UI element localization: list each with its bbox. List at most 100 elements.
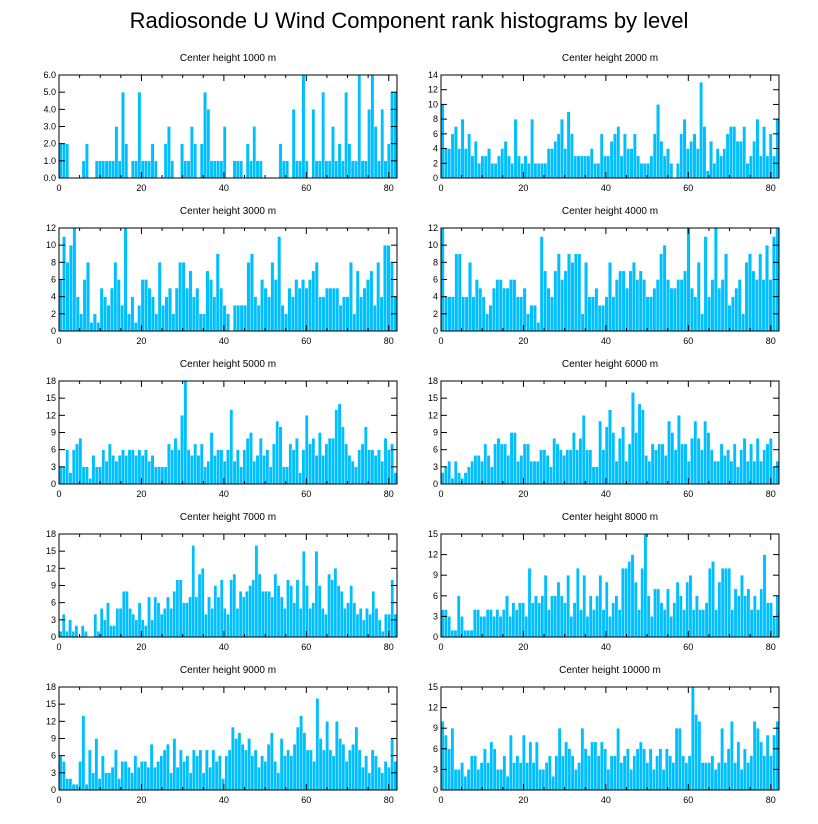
x-tick-label: 80 [766,795,776,805]
y-tick-label: 9 [433,428,438,438]
histogram-bar [593,741,598,791]
y-tick-label: 3 [51,462,56,472]
y-tick-label: 6 [433,129,438,139]
histogram-bar [733,762,737,791]
histogram-bar [466,769,471,791]
x-tick-label: 20 [518,183,528,193]
x-tick-label: 60 [301,183,311,193]
y-tick-label: 9 [433,723,438,733]
x-tick-label: 80 [766,183,776,193]
histogram-bar [648,748,653,791]
x-tick-label: 80 [384,795,394,805]
x-tick-label: 60 [301,336,311,346]
y-tick-label: 8 [433,257,438,267]
histogram-bar [515,755,520,791]
y-tick-label: 12 [428,550,438,560]
y-tick-label: 3 [51,615,56,625]
x-tick-label: 60 [301,795,311,805]
y-tick-label: 0.0 [43,173,56,183]
x-tick-label: 0 [438,795,443,805]
histogram-bar [528,741,533,791]
x-tick-label: 0 [56,795,61,805]
histogram-bar [723,762,728,791]
histogram-bar [626,748,630,791]
y-tick-label: 2 [51,309,56,319]
x-tick-label: 20 [136,795,146,805]
x-tick-label: 20 [518,489,528,499]
x-tick-label: 80 [384,336,394,346]
y-tick-label: 6 [433,591,438,601]
y-tick-label: 12 [428,703,438,713]
y-tick-label: 15 [46,393,56,403]
panel-title: Center height 6000 m [562,359,658,370]
histogram-bar [577,762,581,791]
histogram-bar [661,769,666,791]
x-tick-label: 80 [766,336,776,346]
y-tick-label: 12 [46,563,56,573]
y-tick-label: 4 [433,292,438,302]
histogram-bar [668,755,672,791]
x-tick-label: 60 [301,489,311,499]
histogram-bar [609,755,614,791]
histogram-bar [655,755,659,791]
histogram-bar [645,762,650,791]
histogram-bar [739,769,744,791]
plot-frame [440,533,780,638]
y-tick-label: 8 [433,114,438,124]
x-tick-label: 60 [683,336,693,346]
x-tick-label: 40 [219,336,229,346]
plot-frame [440,686,780,791]
panel-title: Center height 8000 m [562,512,658,523]
histogram-bar [606,769,611,791]
x-tick-label: 20 [518,795,528,805]
x-tick-label: 0 [56,642,61,652]
histogram-bar [765,734,770,791]
y-tick-label: 6 [51,598,56,608]
x-tick-label: 20 [518,336,528,346]
histogram-bar [541,769,546,791]
histogram-bar [603,748,607,791]
y-tick-label: 0 [433,173,438,183]
panel-title: Center height 4000 m [562,206,658,217]
y-tick-label: 10 [428,99,438,109]
y-tick-label: 1.0 [43,156,56,166]
histogram-bar [522,734,526,791]
histogram-bar [518,762,523,791]
y-tick-label: 0 [51,632,56,642]
histogram-bar [535,741,539,791]
histogram-bar [700,762,705,791]
x-tick-label: 40 [601,642,611,652]
histogram-bar [665,748,669,791]
panel-title: Center height 1000 m [180,53,276,64]
histogram-bar [476,769,481,791]
histogram-bar [486,762,490,791]
y-tick-label: 0 [433,632,438,642]
histogram-bar [616,728,620,791]
y-tick-label: 4 [51,292,56,302]
histogram-bar [509,734,513,791]
histogram-bar [684,762,689,791]
y-tick-label: 4 [433,144,438,154]
x-tick-label: 0 [438,642,443,652]
y-tick-label: 18 [46,376,56,386]
x-tick-label: 40 [601,489,611,499]
panel-title: Center height 2000 m [562,53,658,64]
x-tick-label: 0 [56,183,61,193]
y-tick-label: 6 [433,744,438,754]
y-tick-label: 2 [433,158,438,168]
histogram-bar [762,755,767,791]
x-tick-label: 80 [766,489,776,499]
histogram-bar [505,776,510,791]
histogram-bar [574,769,578,791]
panel-title: Center height 9000 m [180,665,276,676]
y-tick-label: 10 [46,240,56,250]
histogram-bar [512,762,516,791]
y-tick-label: 12 [428,223,438,233]
y-tick-label: 9 [51,581,56,591]
x-tick-label: 80 [384,642,394,652]
histogram-bar [492,748,497,791]
y-tick-label: 18 [46,529,56,539]
